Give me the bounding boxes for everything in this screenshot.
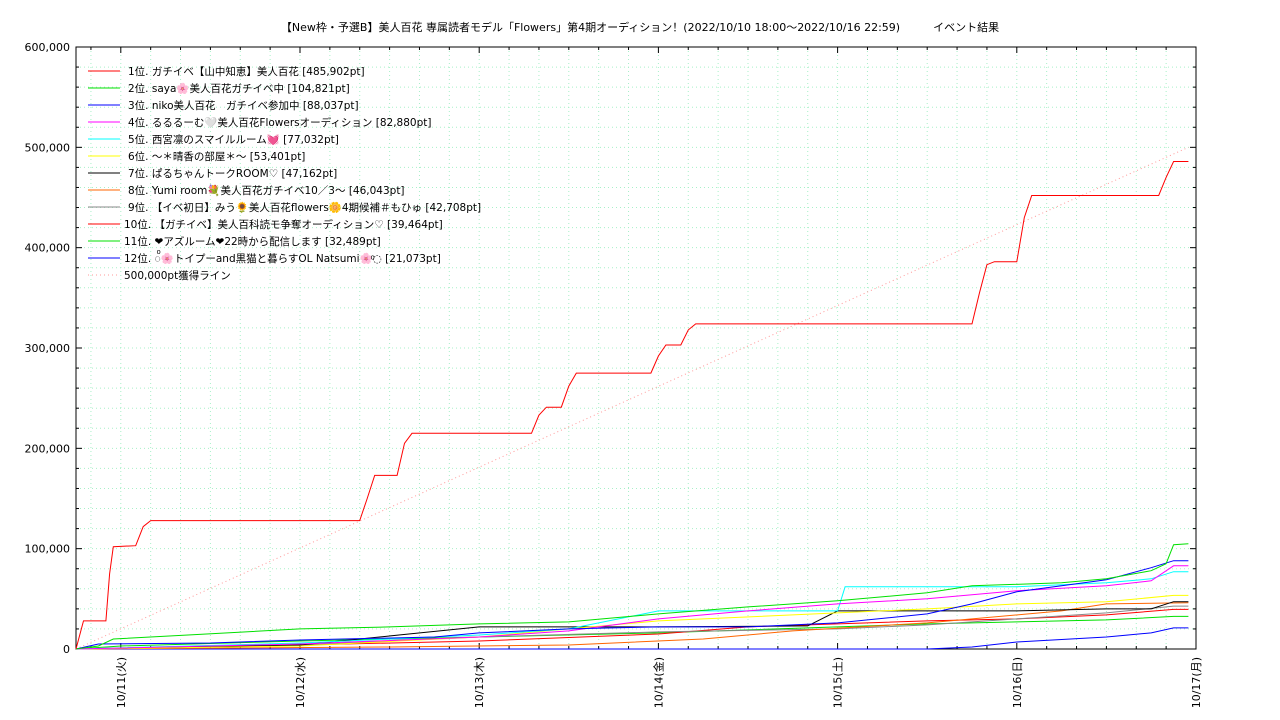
series-line-6 — [75, 594, 1189, 650]
y-tick-label: 400,000 — [25, 242, 71, 255]
series-line-4 — [75, 565, 1189, 650]
legend-label-12: 12位. ◌ͦ🌸トイプーand黒猫と暮らすOL Natsumi🌸ͦ◌ [21,0… — [124, 250, 441, 265]
y-tick-label: 500,000 — [25, 141, 71, 154]
series-line-11 — [75, 615, 1189, 650]
series-line-12 — [76, 627, 1189, 650]
y-tick-label: 200,000 — [25, 442, 71, 455]
x-tick-label: 10/14(金) — [651, 657, 665, 708]
series-line-13 — [75, 146, 1189, 650]
legend-label-10: 10位. 【ガチイベ】美人百科読モ争奪オーディション♡ [39,464pt] — [124, 218, 443, 231]
series-line-2 — [75, 543, 1189, 650]
legend-label-6: 6位. ～＊晴香の部屋＊～ [53,401pt] — [128, 150, 305, 163]
legend-label-7: 7位. ぱるちゃんトークROOM♡ [47,162pt] — [128, 167, 337, 180]
legend: 1位. ガチイベ【山中知恵】美人百花 [485,902pt] 2位. saya🌸美… — [88, 65, 481, 282]
legend-label-8: 8位. Yumi room💐美人百花ガチイベ10／3～ [46,043pt] — [128, 184, 405, 197]
x-tick-label: 10/12(水) — [294, 657, 307, 708]
series-line-5 — [75, 571, 1189, 650]
y-tick-label: 300,000 — [25, 342, 71, 355]
grid — [76, 47, 1196, 649]
chart-title: 【New枠・予選B】美人百花 専属読者モデル「Flowers」第4期オーディショ… — [280, 21, 1000, 34]
series-line-1 — [75, 161, 1189, 650]
legend-label-1: 1位. ガチイベ【山中知恵】美人百花 [485,902pt] — [128, 65, 365, 78]
series-line-10 — [75, 608, 1189, 650]
legend-label-4: 4位. るるるーむ🤍美人百花Flowersオーディション [82,880pt] — [128, 116, 431, 129]
x-tick-label: 10/15(土) — [832, 657, 845, 708]
legend-label-9: 9位. 【イベ初日】みう🌻美人百花flowers🌼4期候補＃もひゅ [42,70… — [128, 201, 481, 214]
x-tick-label: 10/11(火) — [115, 657, 128, 708]
y-tick-label: 100,000 — [25, 543, 71, 556]
x-tick-label: 10/17(月) — [1190, 657, 1203, 708]
legend-label-13: 500,000pt獲得ライン — [124, 269, 231, 282]
y-tick-label: 0 — [63, 643, 70, 656]
legend-label-11: 11位. ❤アズルーム❤22時から配信します [32,489pt] — [124, 235, 381, 248]
series-lines — [75, 146, 1189, 650]
series-line-8 — [75, 602, 1189, 650]
legend-label-2: 2位. saya🌸美人百花ガチイベ中 [104,821pt] — [128, 82, 350, 95]
legend-label-5: 5位. 西宮凛のスマイルルーム💓 [77,032pt] — [128, 133, 339, 146]
series-line-3 — [75, 560, 1189, 650]
y-tick-label: 600,000 — [25, 41, 71, 54]
x-tick-label: 10/16(日) — [1011, 657, 1024, 708]
legend-label-3: 3位. niko美人百花 ガチイベ参加中 [88,037pt] — [128, 99, 359, 112]
x-tick-label: 10/13(木) — [473, 657, 486, 708]
